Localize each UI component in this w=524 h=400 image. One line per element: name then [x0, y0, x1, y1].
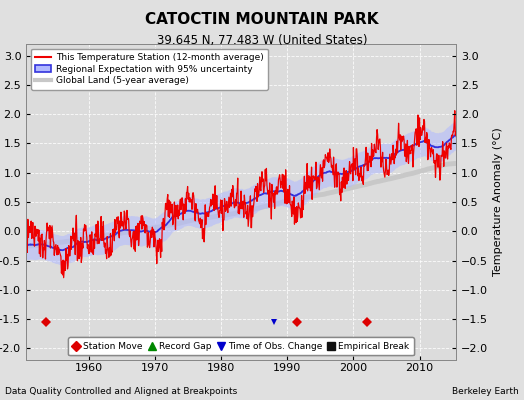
Text: Berkeley Earth: Berkeley Earth [452, 387, 519, 396]
Text: Data Quality Controlled and Aligned at Breakpoints: Data Quality Controlled and Aligned at B… [5, 387, 237, 396]
Y-axis label: Temperature Anomaly (°C): Temperature Anomaly (°C) [494, 128, 504, 276]
Text: CATOCTIN MOUNTAIN PARK: CATOCTIN MOUNTAIN PARK [145, 12, 379, 27]
Text: 39.645 N, 77.483 W (United States): 39.645 N, 77.483 W (United States) [157, 34, 367, 47]
Legend: Station Move, Record Gap, Time of Obs. Change, Empirical Break: Station Move, Record Gap, Time of Obs. C… [68, 338, 414, 356]
